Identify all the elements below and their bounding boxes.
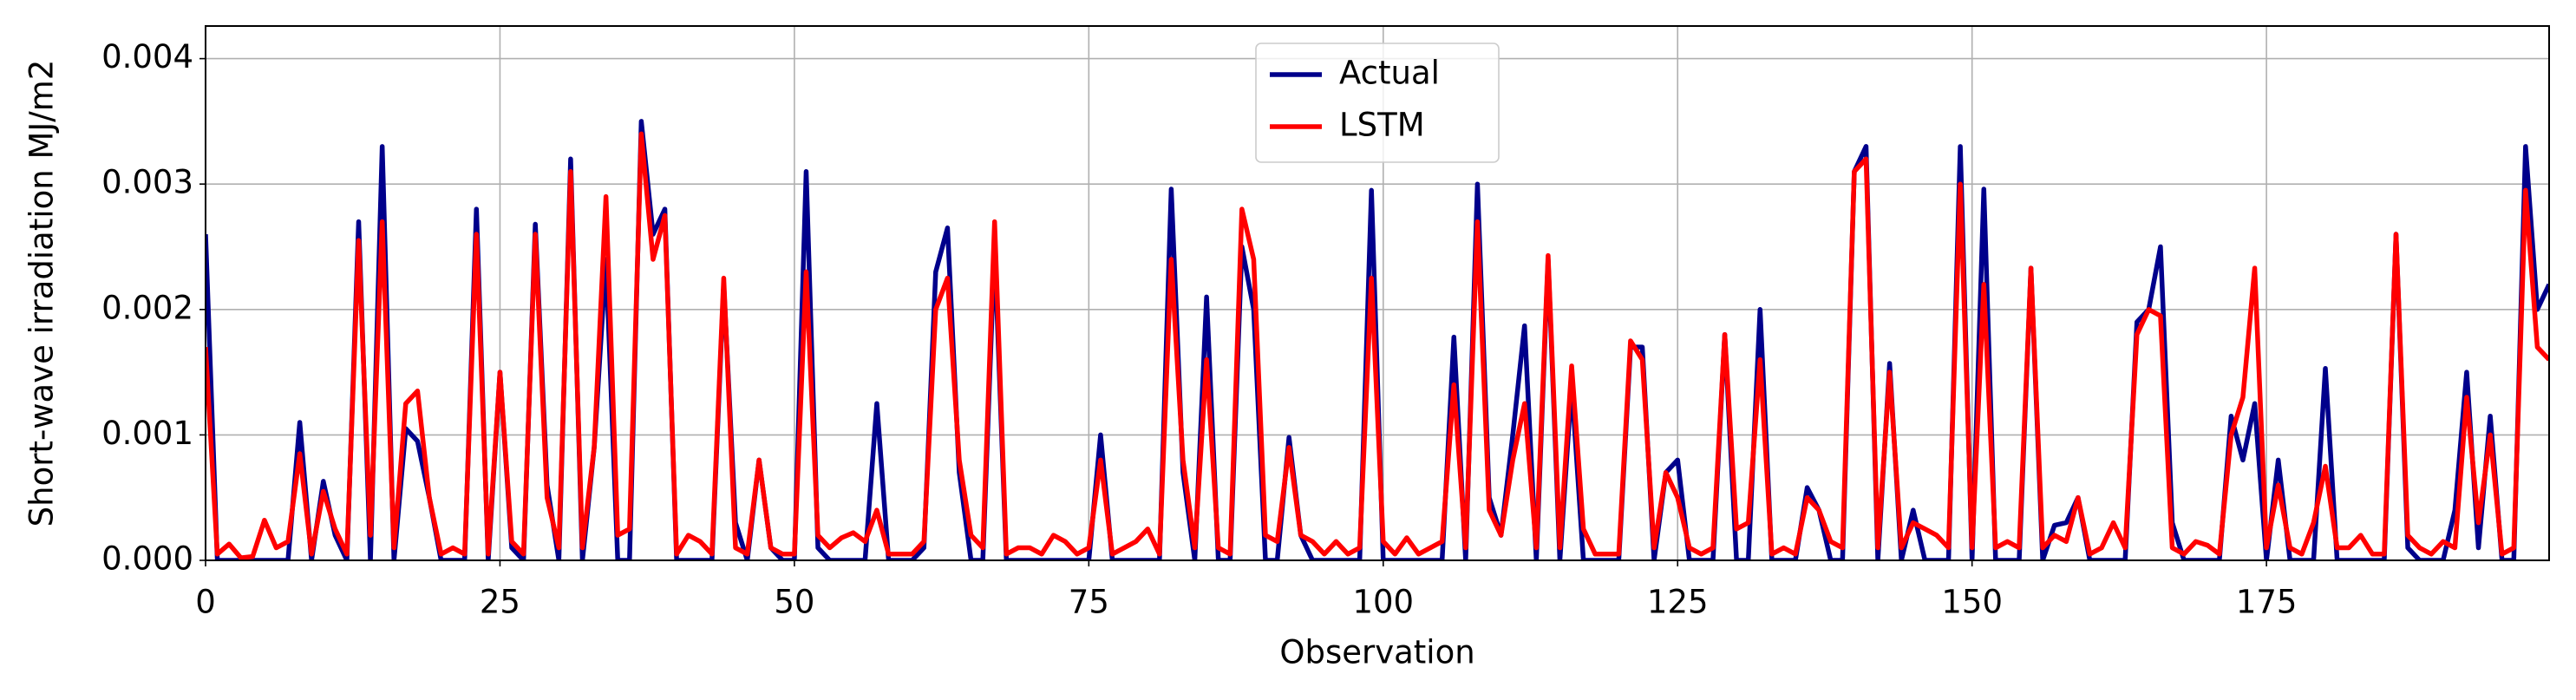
x-tick-label: 50	[774, 584, 814, 621]
x-axis-label: Observation	[1279, 634, 1474, 671]
legend-label: Actual	[1339, 55, 1440, 92]
y-tick-label: 0.002	[101, 289, 193, 326]
y-tick-label: 0.004	[101, 38, 193, 75]
line-series	[206, 119, 2549, 560]
x-tick-label: 75	[1069, 584, 1109, 621]
plot-frame	[205, 25, 2550, 561]
y-tick-label: 0.000	[101, 540, 193, 578]
x-tick-label: 150	[1941, 584, 2003, 621]
x-tick-label: 0	[195, 584, 216, 621]
legend-label: LSTM	[1339, 107, 1425, 144]
x-tick-label: 100	[1352, 584, 1414, 621]
y-tick-label: 0.001	[101, 415, 193, 452]
x-tick-label: 25	[480, 584, 520, 621]
y-tick-label: 0.003	[101, 164, 193, 201]
x-tick-label: 125	[1647, 584, 1709, 621]
y-axis-label: Short-wave irradiation MJ/m2	[23, 60, 61, 527]
x-tick-label: 175	[2236, 584, 2298, 621]
line-series	[206, 131, 2549, 560]
